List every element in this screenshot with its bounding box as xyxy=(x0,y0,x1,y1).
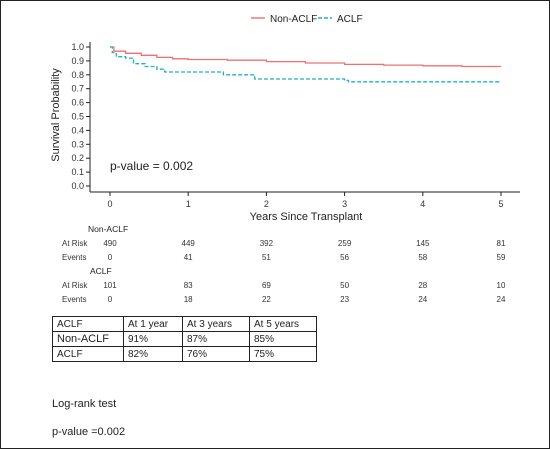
y-tick-label: 0.6 xyxy=(71,98,84,108)
legend-label-aclf: ACLF xyxy=(337,14,363,25)
risk-group-label: Non-ACLF xyxy=(88,224,129,234)
y-tick-label: 1.0 xyxy=(71,42,84,52)
risk-cell: 490 xyxy=(103,239,117,248)
legend: Non-ACLF ACLF xyxy=(251,14,363,25)
summary-cell: 91% xyxy=(123,331,183,347)
summary-cell: Non-ACLF xyxy=(52,331,124,347)
risk-cell: 449 xyxy=(181,239,195,248)
summary-cell: 76% xyxy=(182,346,250,362)
y-tick-label: 0.3 xyxy=(71,139,84,149)
y-tick-label: 0.7 xyxy=(71,84,84,94)
risk-cell: 101 xyxy=(103,281,117,290)
risk-cell: 18 xyxy=(183,295,193,304)
summary-header-cell: ACLF xyxy=(52,316,124,332)
summary-table: ACLF At 1 year At 3 years At 5 years Non… xyxy=(52,316,317,362)
risk-cell: 24 xyxy=(418,295,428,304)
risk-cell: 58 xyxy=(418,253,428,262)
risk-row-label: At Risk xyxy=(62,281,88,290)
x-tick-label: 3 xyxy=(342,199,347,209)
y-tick-label: 0.5 xyxy=(71,112,84,122)
series-line-non-aclf xyxy=(110,46,501,68)
y-tick-label: 0.9 xyxy=(71,56,84,66)
risk-table: Non-ACLF At Risk 490 449 392 259 145 81 Events 0 4… xyxy=(62,224,506,304)
x-tick-label: 1 xyxy=(186,199,191,209)
summary-header-cell: At 1 year xyxy=(123,316,183,332)
risk-cell: 56 xyxy=(340,253,350,262)
risk-cell: 51 xyxy=(261,253,271,262)
risk-cell: 41 xyxy=(183,253,193,262)
series-line-aclf xyxy=(110,46,501,83)
risk-cell: 59 xyxy=(496,253,506,262)
legend-label-non-aclf: Non-ACLF xyxy=(270,14,317,25)
risk-cell: 22 xyxy=(261,295,271,304)
risk-cell: 259 xyxy=(337,239,352,248)
risk-group-label: ACLF xyxy=(90,266,112,276)
survival-curves xyxy=(110,46,501,83)
risk-cell: 23 xyxy=(340,295,350,304)
summary-header-cell: At 5 years xyxy=(249,316,317,332)
risk-cell: 28 xyxy=(418,281,428,290)
risk-cell: 69 xyxy=(261,281,271,290)
x-ticks: 0 1 2 3 4 5 xyxy=(107,192,504,209)
x-axis-label: Years Since Transplant xyxy=(250,211,363,223)
y-axis-label: Survival Probability xyxy=(50,68,62,162)
risk-cell: 145 xyxy=(416,239,430,248)
summary-cell: 85% xyxy=(249,331,317,347)
y-tick-label: 0.2 xyxy=(71,153,84,163)
y-tick-label: 0.8 xyxy=(71,70,84,80)
y-tick-label: 0.4 xyxy=(71,125,84,135)
y-tick-label: 0.1 xyxy=(71,167,84,177)
logrank-title: Log-rank test xyxy=(52,398,117,410)
summary-row: Non-ACLF 91% 87% 85% xyxy=(52,331,317,347)
risk-row-label: Events xyxy=(62,295,87,304)
x-tick-label: 5 xyxy=(498,199,503,209)
risk-cell: 0 xyxy=(107,295,113,304)
risk-cell: 50 xyxy=(340,281,350,290)
summary-row: ACLF 82% 76% 75% xyxy=(52,346,317,362)
summary-cell: 82% xyxy=(123,346,183,362)
summary-cell: ACLF xyxy=(52,346,124,362)
x-tick-label: 2 xyxy=(264,199,269,209)
km-plot: Non-ACLF ACLF 0.00.10.20.30.40.50.60.70.… xyxy=(50,14,520,223)
logrank-pvalue: p-value =0.002 xyxy=(52,426,126,438)
risk-cell: 24 xyxy=(496,295,506,304)
summary-header-cell: At 3 years xyxy=(182,316,250,332)
summary-cell: 87% xyxy=(182,331,250,347)
y-ticks: 0.0 0.1 0.2 0.3 0.4 0.5 0.6 0.7 0.8 0.9 1.0 xyxy=(71,42,90,191)
risk-cell: 81 xyxy=(496,239,506,248)
risk-cell: 392 xyxy=(259,239,274,248)
risk-row-label: Events xyxy=(62,253,87,262)
risk-cell: 10 xyxy=(496,281,506,290)
risk-cell: 0 xyxy=(107,253,113,262)
x-tick-label: 0 xyxy=(107,199,112,209)
risk-cell: 83 xyxy=(183,281,193,290)
x-tick-label: 4 xyxy=(420,199,425,209)
pvalue-annotation: p-value = 0.002 xyxy=(110,159,193,173)
risk-row-label: At Risk xyxy=(62,239,88,248)
y-tick-label: 0.0 xyxy=(71,181,84,191)
summary-header-row: ACLF At 1 year At 3 years At 5 years xyxy=(52,316,317,332)
summary-cell: 75% xyxy=(249,346,317,362)
